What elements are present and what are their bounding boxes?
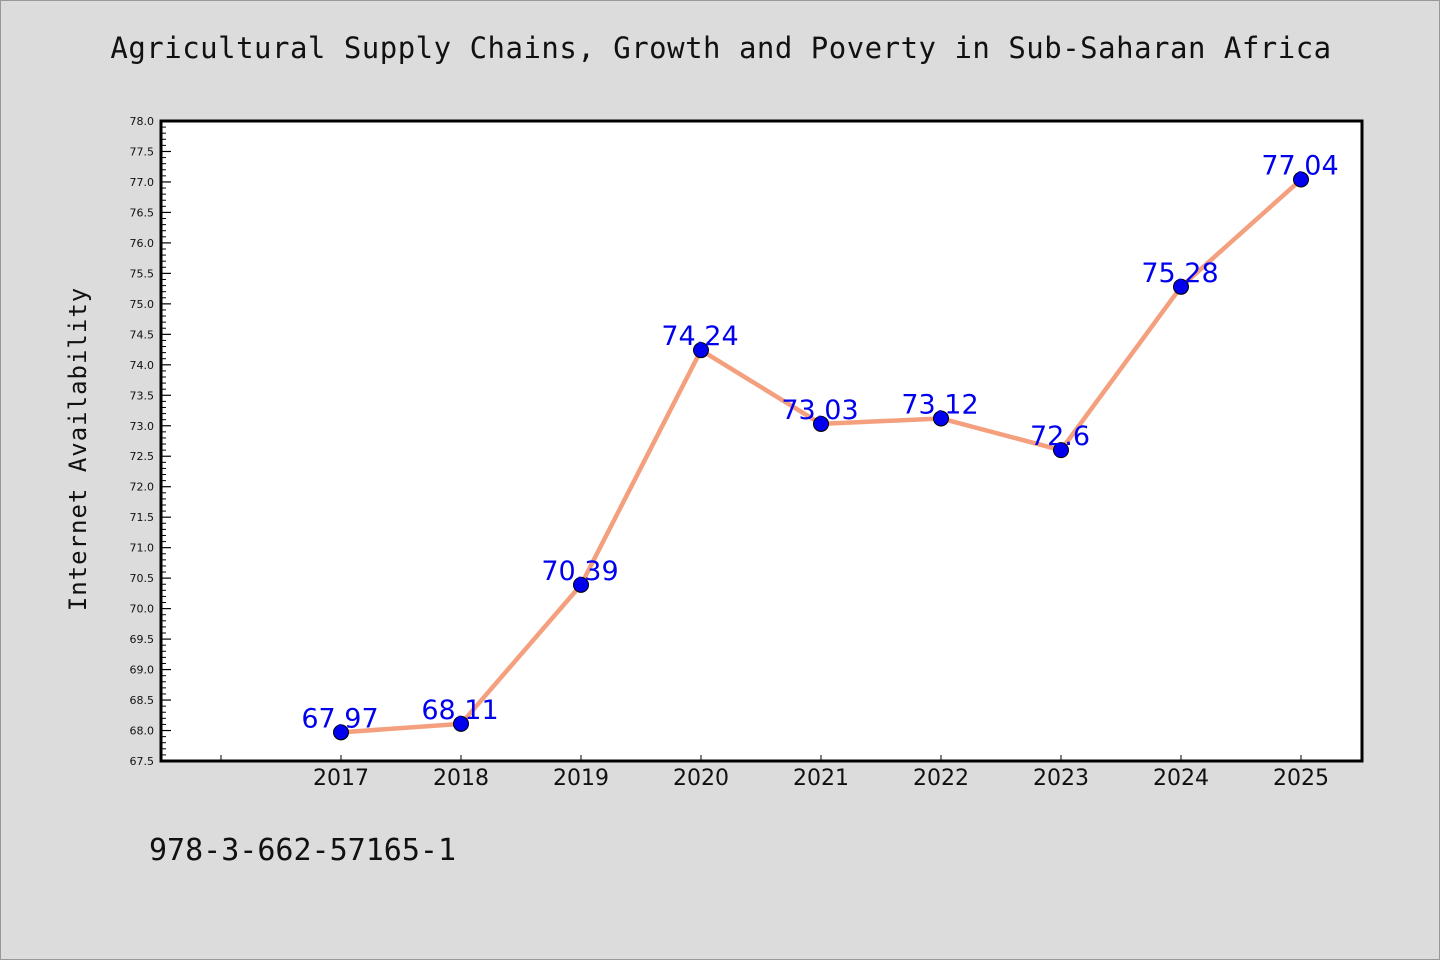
x-tick-label: 2024: [1153, 766, 1209, 791]
y-axis: 67.5 68.0 68.5 69.0 69.5 70.0 70.5 71.0 71.5 72.0…: [130, 115, 171, 768]
x-tick-label: 2023: [1033, 766, 1089, 791]
data-label: 68.11: [421, 695, 498, 726]
data-point: [813, 415, 829, 432]
data-point: [333, 724, 349, 741]
x-tick-label: 2020: [673, 766, 729, 791]
y-tick-label: 69.0: [130, 664, 155, 677]
y-tick-label: 76.5: [130, 206, 155, 219]
data-point: [573, 576, 589, 593]
data-point: [1173, 278, 1189, 295]
data-label: 77.04: [1261, 151, 1338, 182]
data-label: 70.39: [541, 556, 618, 587]
data-point: [1293, 171, 1309, 188]
x-tick-label: 2017: [313, 766, 369, 791]
x-tick-label: 2018: [433, 766, 489, 791]
y-tick-label: 71.5: [130, 511, 155, 524]
data-point: [933, 410, 949, 427]
y-tick-label: 74.0: [130, 359, 155, 372]
y-tick-label: 71.0: [130, 542, 155, 555]
y-tick-label: 68.5: [130, 694, 155, 707]
data-label: 74.24: [661, 321, 738, 352]
data-label: 72.6: [1030, 421, 1090, 452]
x-tick-label: 2021: [793, 766, 849, 791]
data-label: 67.97: [301, 703, 378, 734]
chart-title: Agricultural Supply Chains, Growth and P…: [110, 31, 1332, 65]
x-tick-label: 2019: [553, 766, 609, 791]
y-tick-label: 70.0: [130, 603, 155, 616]
data-label: 73.12: [901, 389, 978, 420]
series-layer: 67.97 68.11 70.39 74.24 73.03 73.12 72.6 75.28 7…: [301, 151, 1339, 741]
y-tick-label: 72.5: [130, 450, 155, 463]
y-tick-label: 67.5: [130, 755, 155, 768]
data-point: [693, 342, 709, 359]
y-tick-label: 76.0: [130, 237, 155, 250]
data-label: 73.03: [781, 395, 858, 426]
x-axis: 2017 2018 2019 2020 2021 2022 2023 2024 2025: [220, 755, 1329, 791]
data-label: 75.28: [1141, 258, 1218, 289]
isbn-text: 978-3-662-57165-1: [149, 833, 457, 868]
x-tick-label: 2022: [913, 766, 969, 791]
x-tick-label: 2025: [1273, 766, 1329, 791]
y-tick-label: 77.5: [130, 145, 155, 158]
y-tick-label: 73.0: [130, 420, 155, 433]
y-tick-label: 75.5: [130, 267, 155, 280]
y-tick-label: 75.0: [130, 298, 155, 311]
y-tick-label: 69.5: [130, 633, 155, 646]
y-tick-label: 74.5: [130, 328, 155, 341]
plot-area: [159, 119, 1364, 763]
y-tick-label: 70.5: [130, 572, 155, 585]
y-tick-label: 72.0: [130, 481, 155, 494]
y-tick-label: 77.0: [130, 176, 155, 189]
y-tick-label: 78.0: [130, 115, 155, 128]
y-tick-label: 73.5: [130, 389, 155, 402]
data-point: [453, 715, 469, 732]
y-axis-label: Internet Availability: [64, 287, 92, 611]
y-tick-label: 68.0: [130, 725, 155, 738]
data-point: [1053, 442, 1069, 459]
